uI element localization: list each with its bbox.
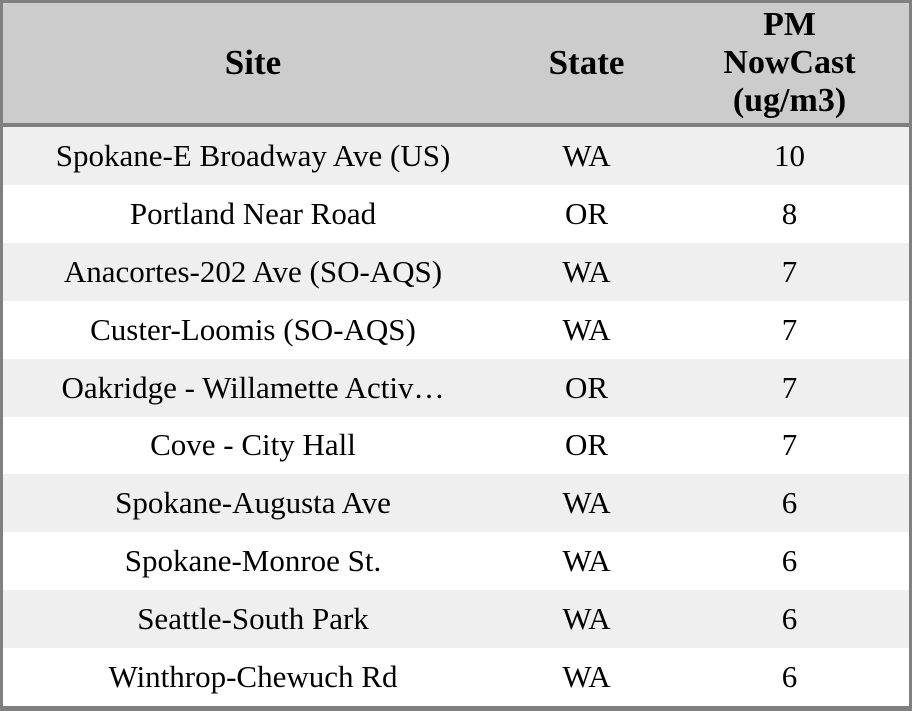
cell-pm-nowcast: 8 — [781, 195, 798, 231]
cell-site: Portland Near Road — [129, 195, 377, 231]
cell-site: Spokane-E Broadway Ave (US) — [55, 137, 451, 173]
cell-site: Anacortes-202 Ave (SO-AQS) — [63, 253, 443, 289]
table-header-row: Site State PM NowCast (ug/m3) — [3, 3, 909, 127]
column-header-pm-nowcast[interactable]: PM NowCast (ug/m3) — [670, 6, 909, 120]
cell-pm-nowcast: 7 — [781, 311, 798, 347]
cell-state: WA — [562, 543, 611, 579]
cell-site: Spokane-Augusta Ave — [115, 485, 391, 521]
cell-site: Spokane-Monroe St. — [124, 543, 382, 579]
cell-state: WA — [562, 137, 611, 173]
table-row[interactable]: Oakridge - Willamette Activ… OR 7 — [3, 358, 909, 417]
cell-state: OR — [564, 369, 609, 405]
cell-pm-nowcast: 6 — [781, 659, 798, 695]
table-row[interactable]: Portland Near Road OR 8 — [3, 184, 909, 243]
table-row[interactable]: Spokane-E Broadway Ave (US) WA 10 — [3, 127, 909, 185]
column-header-pm-nowcast-line-2: NowCast — [723, 44, 856, 81]
cell-state: WA — [562, 601, 611, 637]
cell-pm-nowcast: 6 — [781, 601, 798, 637]
cell-state: OR — [564, 427, 609, 463]
cell-pm-nowcast: 6 — [781, 485, 798, 521]
column-header-site[interactable]: Site — [224, 43, 282, 82]
table-row[interactable]: Winthrop-Chewuch Rd WA 6 — [3, 648, 909, 707]
cell-pm-nowcast: 6 — [781, 543, 798, 579]
column-header-pm-nowcast-line-1: PM — [763, 6, 816, 43]
table-body: Spokane-E Broadway Ave (US) WA 10 Portla… — [3, 127, 909, 707]
cell-pm-nowcast: 10 — [774, 137, 805, 173]
cell-state: WA — [562, 659, 611, 695]
cell-state: OR — [564, 195, 609, 231]
cell-site: Oakridge - Willamette Activ… — [61, 369, 445, 405]
cell-pm-nowcast: 7 — [781, 253, 798, 289]
cell-state: WA — [562, 311, 611, 347]
cell-state: WA — [562, 253, 611, 289]
cell-pm-nowcast: 7 — [781, 369, 798, 405]
table-row[interactable]: Seattle-South Park WA 6 — [3, 590, 909, 649]
cell-site: Winthrop-Chewuch Rd — [108, 659, 398, 695]
table-row[interactable]: Spokane-Monroe St. WA 6 — [3, 532, 909, 591]
cell-state: WA — [562, 485, 611, 521]
table-row[interactable]: Spokane-Augusta Ave WA 6 — [3, 474, 909, 533]
cell-site: Seattle-South Park — [137, 601, 369, 637]
table-row[interactable]: Anacortes-202 Ave (SO-AQS) WA 7 — [3, 242, 909, 301]
cell-site: Cove - City Hall — [150, 427, 356, 463]
column-header-pm-nowcast-line-3: (ug/m3) — [732, 82, 847, 119]
table-row[interactable]: Cove - City Hall OR 7 — [3, 416, 909, 475]
cell-pm-nowcast: 7 — [781, 427, 798, 463]
cell-site: Custer-Loomis (SO-AQS) — [90, 311, 416, 347]
table-row[interactable]: Custer-Loomis (SO-AQS) WA 7 — [3, 300, 909, 359]
column-header-state[interactable]: State — [548, 43, 625, 82]
